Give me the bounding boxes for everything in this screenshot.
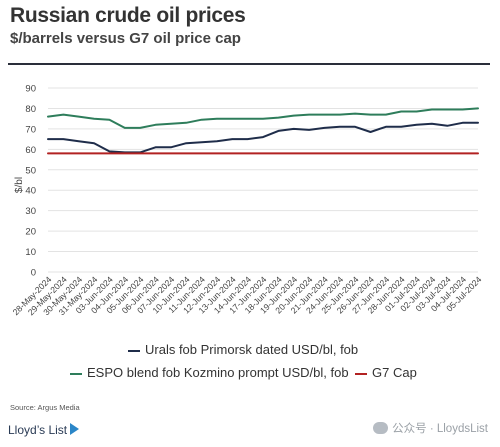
gridlines bbox=[48, 87, 478, 273]
y-tick-label: 10 bbox=[25, 247, 36, 258]
source-note: Source: Argus Media bbox=[10, 403, 80, 412]
legend-label: ESPO blend fob Kozmino prompt USD/bl, fo… bbox=[87, 365, 349, 380]
line-chart: 0 10 20 30 40 50 60 70 80 90 28-May-202429-May-20… bbox=[11, 84, 484, 318]
series-lines bbox=[47, 107, 479, 155]
legend-swatch bbox=[70, 372, 82, 375]
logo-text: Lloyd’s List bbox=[8, 423, 68, 437]
y-tick-label: 90 bbox=[25, 84, 36, 95]
legend-label: G7 Cap bbox=[372, 365, 417, 380]
wechat-watermark: 公众号 · LloydsList bbox=[373, 420, 488, 436]
y-tick-label: 80 bbox=[25, 104, 36, 115]
watermark-text: 公众号 · LloydsList bbox=[392, 423, 488, 435]
y-tick-label: 0 bbox=[31, 268, 36, 279]
y-axis-label: $/bl bbox=[14, 177, 25, 193]
y-axis-ticks: 0 10 20 30 40 50 60 70 80 90 bbox=[25, 84, 36, 279]
legend-item: G7 Cap bbox=[355, 365, 417, 380]
legend-swatch bbox=[128, 349, 140, 352]
logo-mark-icon bbox=[70, 423, 80, 435]
chart-title: Russian crude oil prices bbox=[10, 4, 246, 27]
series-line-1 bbox=[47, 121, 479, 154]
series-line-2 bbox=[47, 107, 479, 129]
y-tick-label: 20 bbox=[25, 227, 36, 238]
y-tick-label: 70 bbox=[25, 124, 36, 135]
legend-swatch bbox=[355, 372, 367, 375]
header-divider bbox=[8, 63, 490, 65]
y-tick-label: 60 bbox=[25, 145, 36, 156]
legend-item: ESPO blend fob Kozmino prompt USD/bl, fo… bbox=[70, 365, 349, 380]
chart-subtitle: $/barrels versus G7 oil price cap bbox=[10, 30, 241, 47]
legend-label: Urals fob Primorsk dated USD/bl, fob bbox=[145, 342, 359, 357]
y-tick-label: 30 bbox=[25, 206, 36, 217]
legend-item: Urals fob Primorsk dated USD/bl, fob bbox=[128, 342, 358, 357]
lloyds-list-logo: Lloyd’s List bbox=[8, 423, 80, 437]
wechat-icon bbox=[373, 422, 389, 434]
y-tick-label: 40 bbox=[25, 186, 36, 197]
x-axis-ticks: 28-May-202429-May-202430-May-202431-May-… bbox=[11, 274, 484, 317]
y-tick-label: 50 bbox=[25, 165, 36, 176]
